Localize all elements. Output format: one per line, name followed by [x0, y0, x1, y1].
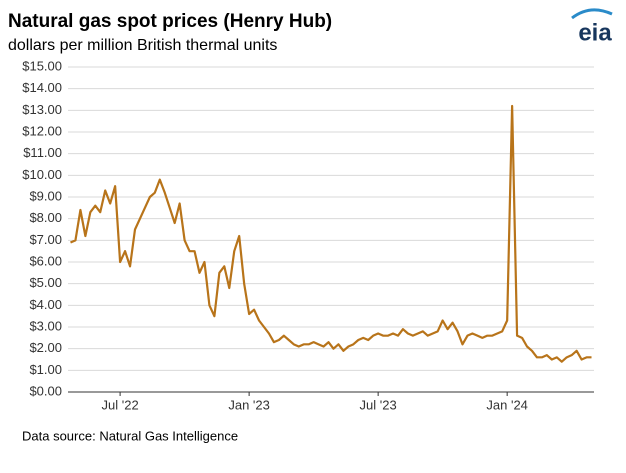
x-tick-label: Jul '23: [360, 397, 397, 412]
chart-title: Natural gas spot prices (Henry Hub): [8, 11, 332, 32]
y-tick-label: $14.00: [22, 80, 62, 95]
source-note: Data source: Natural Gas Intelligence: [22, 428, 238, 443]
y-tick-label: $8.00: [29, 210, 62, 225]
y-tick-label: $2.00: [29, 340, 62, 355]
logo-arc: [571, 8, 613, 20]
x-tick-label: Jan '23: [228, 397, 270, 412]
y-tick-label: $15.00: [22, 58, 62, 73]
x-tick-label: Jul '22: [102, 397, 139, 412]
y-tick-label: $3.00: [29, 318, 62, 333]
y-tick-label: $1.00: [29, 362, 62, 377]
y-tick-label: $7.00: [29, 232, 62, 247]
y-tick-label: $10.00: [22, 167, 62, 182]
price-line: [70, 104, 592, 363]
y-tick-label: $6.00: [29, 253, 62, 268]
chart-subtitle: dollars per million British thermal unit…: [8, 37, 277, 54]
y-tick-label: $13.00: [22, 102, 62, 117]
y-tick-label: $11.00: [23, 145, 62, 160]
y-tick-label: $0.00: [29, 383, 62, 398]
y-tick-label: $4.00: [29, 297, 62, 312]
x-tick-label: Jan '24: [486, 397, 528, 412]
y-tick-label: $9.00: [29, 188, 62, 203]
y-tick-label: $12.00: [22, 123, 62, 138]
y-tick-label: $5.00: [29, 275, 62, 290]
logo: eia: [578, 19, 612, 46]
